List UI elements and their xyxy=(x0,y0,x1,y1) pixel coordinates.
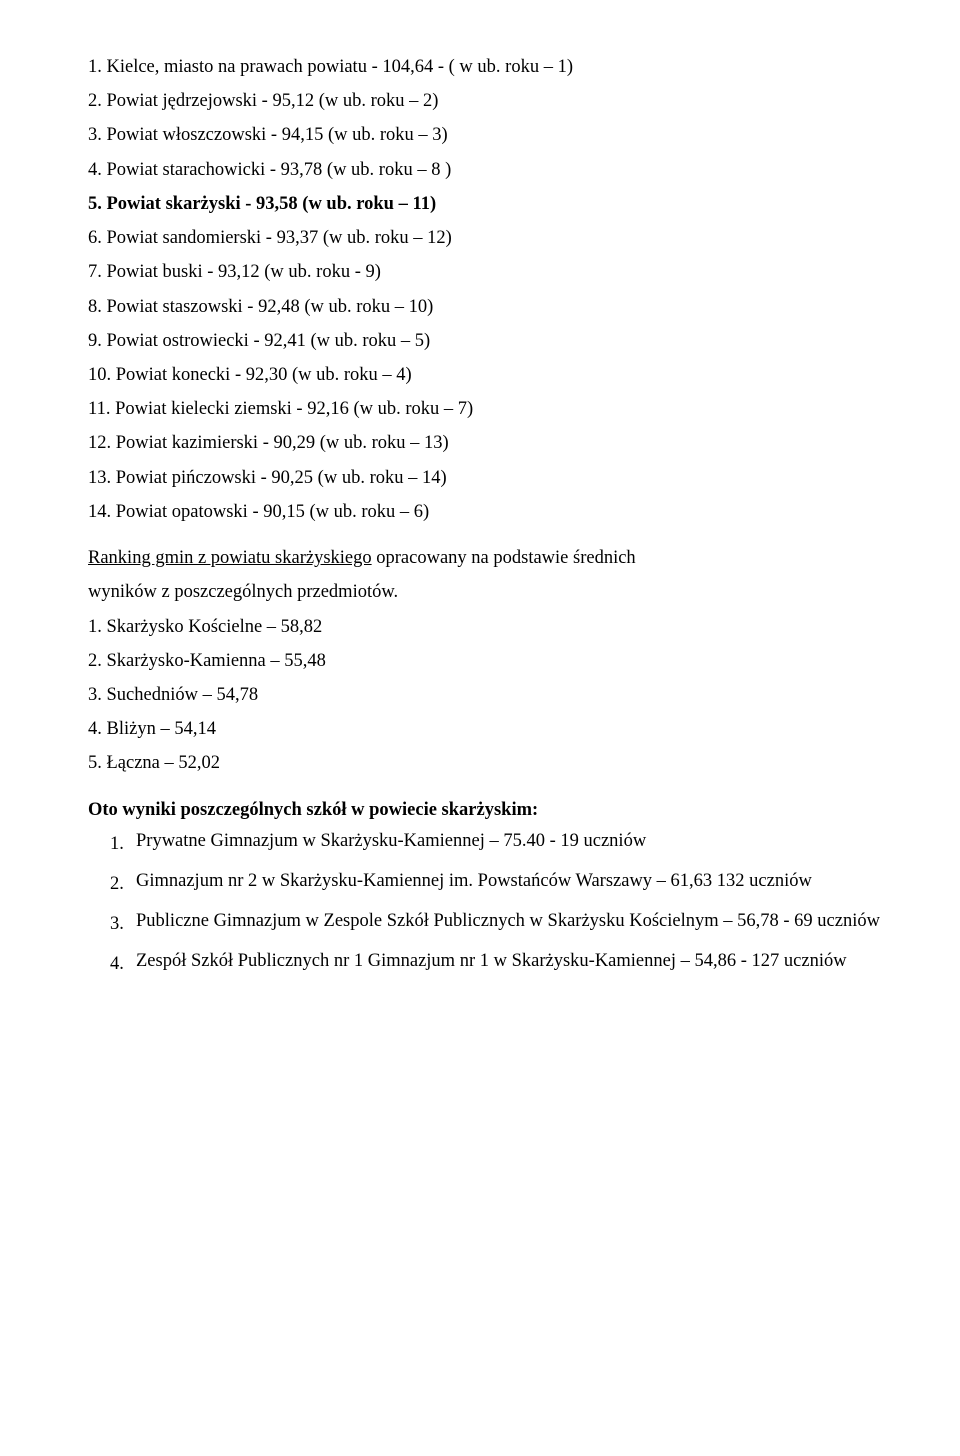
powiat-item: 3. Powiat włoszczowski - 94,15 (w ub. ro… xyxy=(88,118,900,152)
powiat-item: 7. Powiat buski - 93,12 (w ub. roku - 9) xyxy=(88,255,900,289)
ranking-gmin-heading: Ranking gmin z powiatu skarżyskiego opra… xyxy=(88,541,900,575)
gmina-item: 1. Skarżysko Kościelne – 58,82 xyxy=(88,610,900,644)
powiat-item: 11. Powiat kielecki ziemski - 92,16 (w u… xyxy=(88,392,900,426)
gmina-item: 4. Bliżyn – 54,14 xyxy=(88,712,900,746)
ranking-gmin-heading-line2: wyników z poszczególnych przedmiotów. xyxy=(88,575,900,609)
schools-list: 1. Prywatne Gimnazjum w Skarżysku-Kamien… xyxy=(88,827,900,982)
school-item-number: 4. xyxy=(110,947,136,981)
school-item-text: Publiczne Gimnazjum w Zespole Szkół Publ… xyxy=(136,907,900,941)
school-item: 1. Prywatne Gimnazjum w Skarżysku-Kamien… xyxy=(110,827,900,861)
school-item: 2. Gimnazjum nr 2 w Skarżysku-Kamiennej … xyxy=(110,867,900,901)
powiat-item: 10. Powiat konecki - 92,30 (w ub. roku –… xyxy=(88,358,900,392)
school-item-text: Prywatne Gimnazjum w Skarżysku-Kamiennej… xyxy=(136,827,900,861)
gmina-item: 2. Skarżysko-Kamienna – 55,48 xyxy=(88,644,900,678)
school-item-text: Gimnazjum nr 2 w Skarżysku-Kamiennej im.… xyxy=(136,867,900,901)
powiat-item: 14. Powiat opatowski - 90,15 (w ub. roku… xyxy=(88,495,900,529)
powiat-item-highlight: 5. Powiat skarżyski - 93,58 (w ub. roku … xyxy=(88,187,900,221)
school-item: 3. Publiczne Gimnazjum w Zespole Szkół P… xyxy=(110,907,900,941)
school-item-number: 3. xyxy=(110,907,136,941)
ranking-gmin-heading-underline: Ranking gmin z powiatu skarżyskiego xyxy=(88,548,372,568)
powiat-item: 13. Powiat pińczowski - 90,25 (w ub. rok… xyxy=(88,461,900,495)
powiat-item: 12. Powiat kazimierski - 90,29 (w ub. ro… xyxy=(88,426,900,460)
school-item-number: 1. xyxy=(110,827,136,861)
ranking-gmin-heading-rest: opracowany na podstawie średnich xyxy=(372,548,636,568)
schools-heading: Oto wyniki poszczególnych szkół w powiec… xyxy=(88,793,900,827)
school-item: 4. Zespół Szkół Publicznych nr 1 Gimnazj… xyxy=(110,947,900,981)
gmina-item: 5. Łączna – 52,02 xyxy=(88,746,900,780)
school-item-text: Zespół Szkół Publicznych nr 1 Gimnazjum … xyxy=(136,947,900,981)
powiat-item: 1. Kielce, miasto na prawach powiatu - 1… xyxy=(88,50,900,84)
powiat-item: 9. Powiat ostrowiecki - 92,41 (w ub. rok… xyxy=(88,324,900,358)
powiat-item: 2. Powiat jędrzejowski - 95,12 (w ub. ro… xyxy=(88,84,900,118)
gmina-item: 3. Suchedniów – 54,78 xyxy=(88,678,900,712)
powiat-item: 6. Powiat sandomierski - 93,37 (w ub. ro… xyxy=(88,221,900,255)
powiat-item: 4. Powiat starachowicki - 93,78 (w ub. r… xyxy=(88,153,900,187)
powiat-item: 8. Powiat staszowski - 92,48 (w ub. roku… xyxy=(88,290,900,324)
school-item-number: 2. xyxy=(110,867,136,901)
